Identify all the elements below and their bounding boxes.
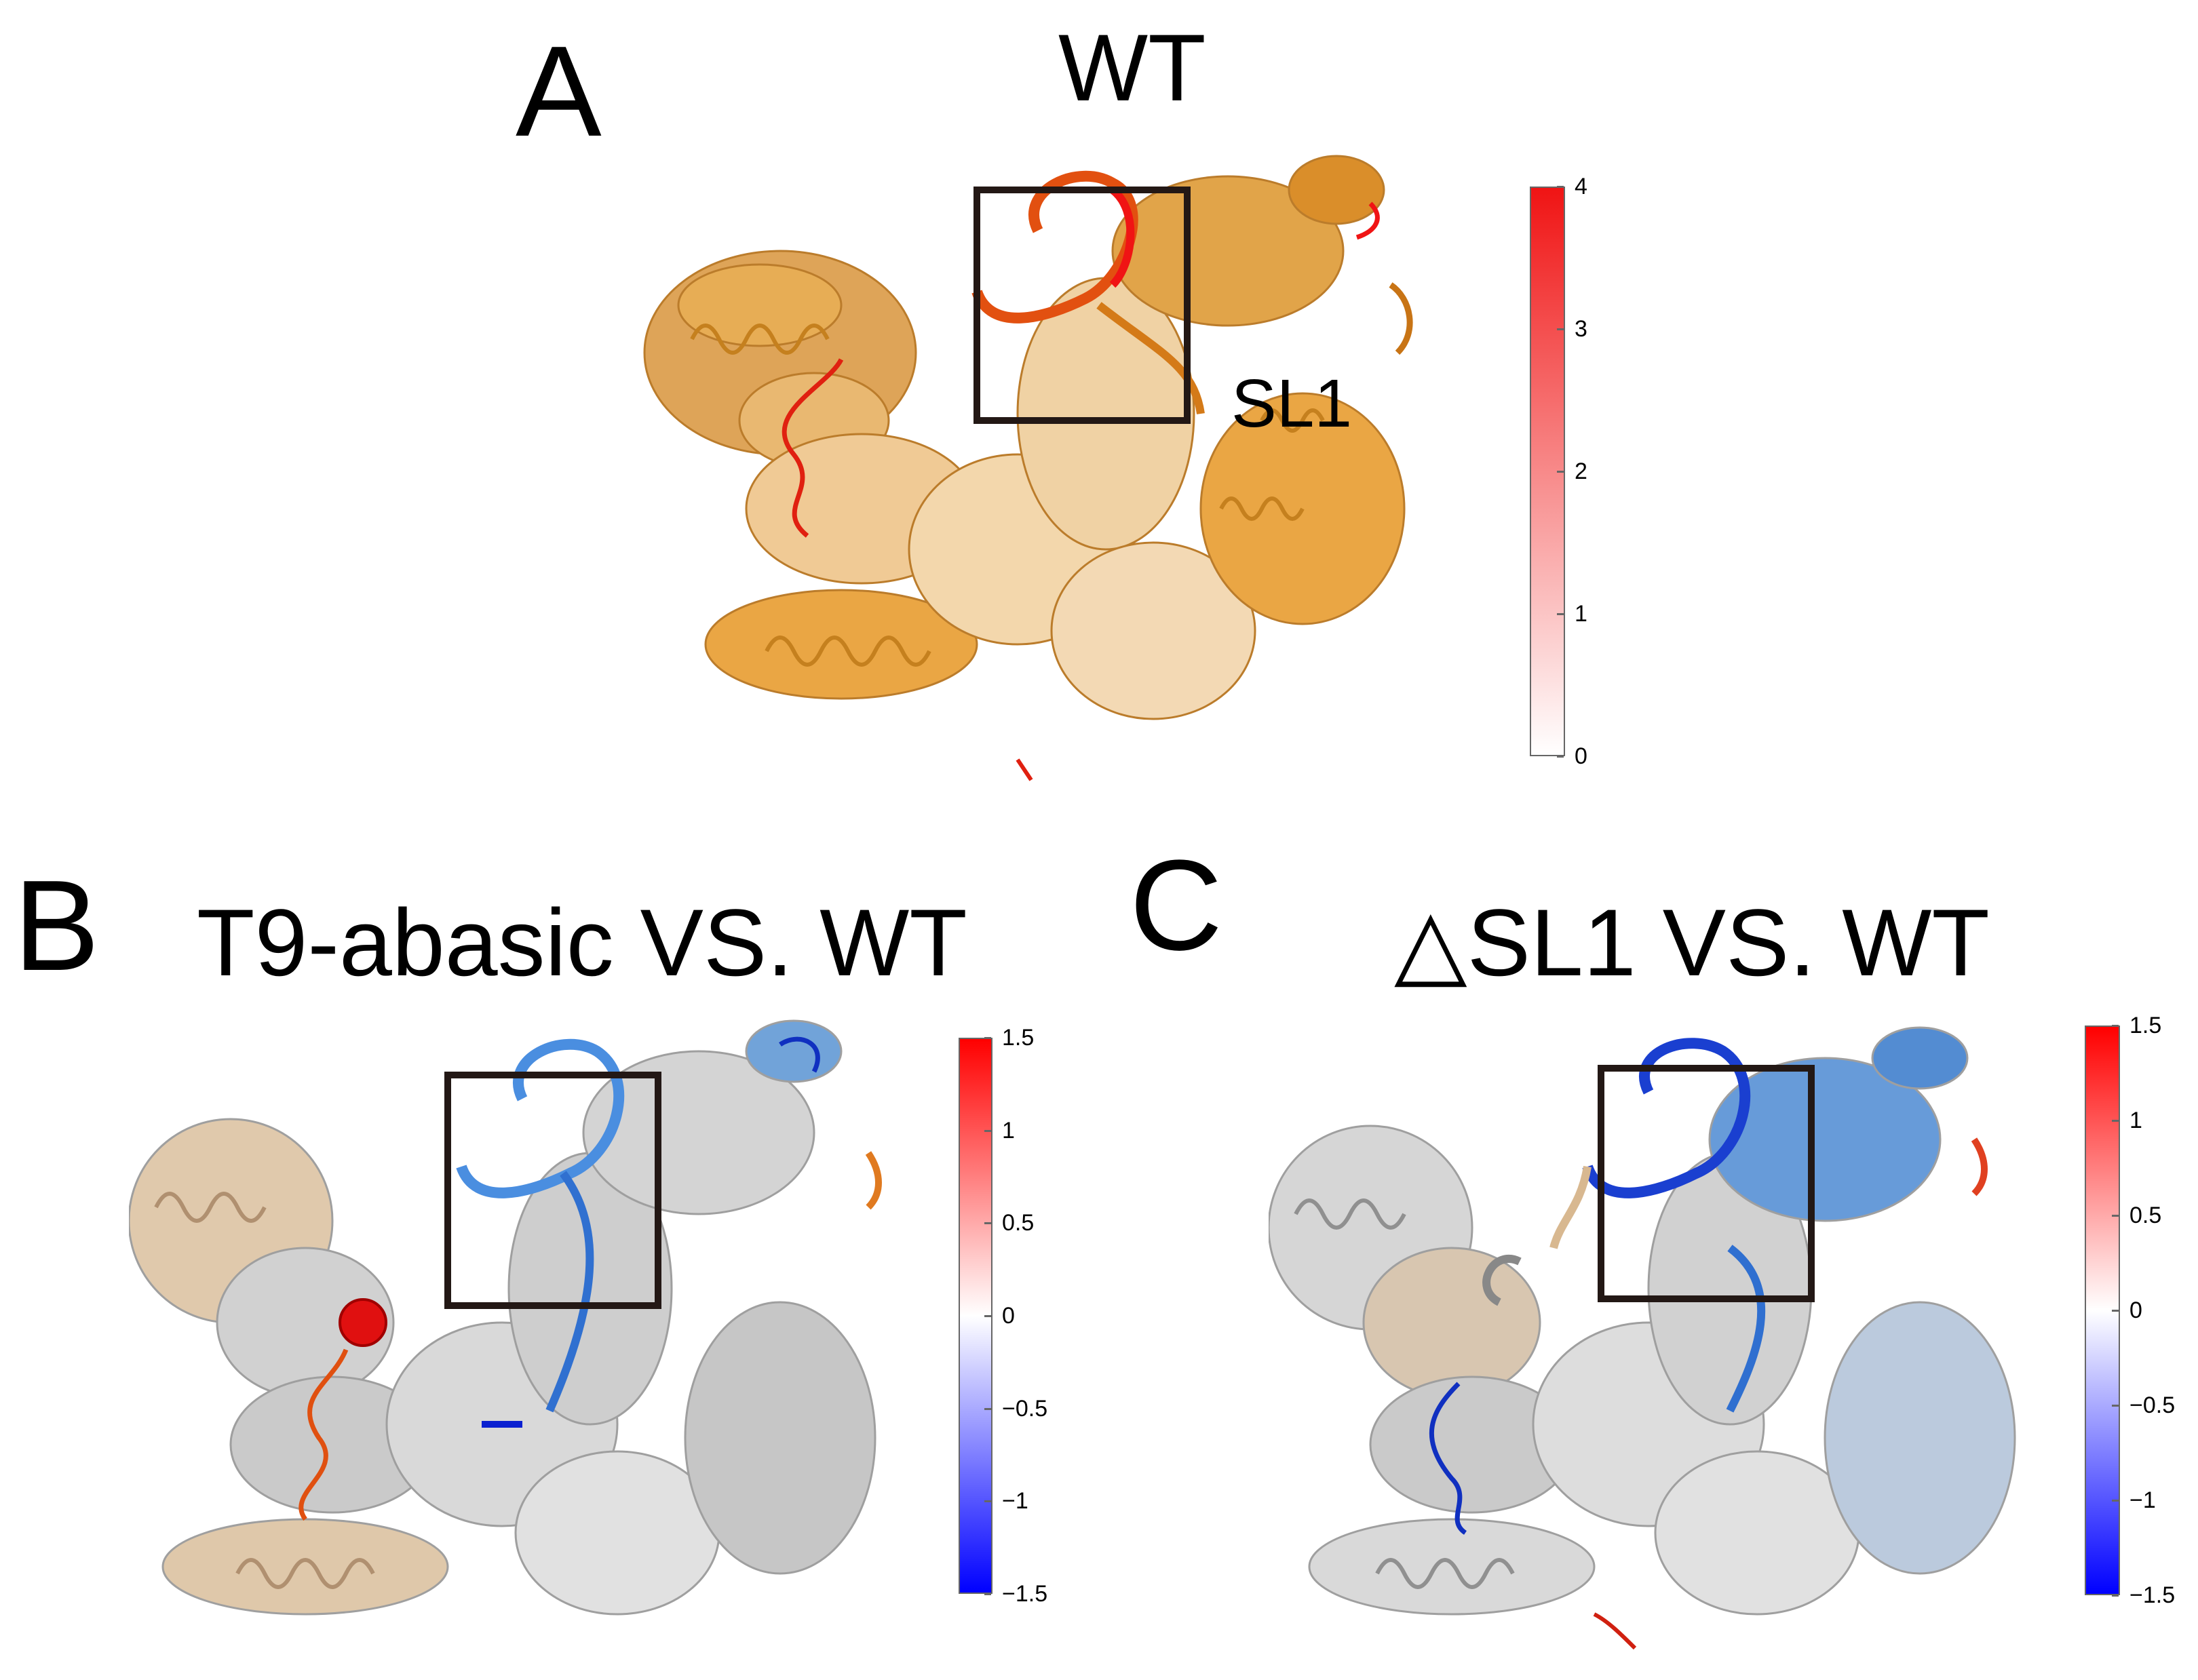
colorbar-tick-label: 2 xyxy=(1575,458,1587,484)
colorbar-tick-label: 1 xyxy=(1575,601,1587,627)
protein-structure-b xyxy=(129,1019,882,1616)
colorbar-tick-mark xyxy=(984,1593,991,1595)
selection-box-a xyxy=(973,187,1191,424)
colorbar-tick-mark xyxy=(984,1407,991,1410)
colorbar-tick-label: 1 xyxy=(2129,1108,2142,1133)
colorbar-tick-label: 0 xyxy=(1575,743,1587,769)
colorbar-tick-mark xyxy=(1557,613,1564,615)
colorbar-tick-mark xyxy=(1557,186,1564,188)
colorbar-tick-label: −1 xyxy=(1002,1488,1028,1515)
colorbar-tick-mark xyxy=(984,1315,991,1317)
colorbar-tick-label: 0 xyxy=(2129,1297,2142,1323)
colorbar-tick-label: 0.5 xyxy=(1002,1210,1035,1236)
colorbar-tick-mark xyxy=(1557,328,1564,330)
panel-title-a: WT xyxy=(1058,14,1206,121)
colorbar-tick-mark xyxy=(984,1037,991,1039)
colorbar-tick-mark xyxy=(2112,1595,2119,1597)
colorbar-tick-mark xyxy=(2112,1120,2119,1122)
colorbar-tick-label: 3 xyxy=(1575,316,1587,342)
panel-title-b: T9-abasic VS. WT xyxy=(197,889,967,996)
selection-box-b xyxy=(444,1072,661,1309)
colorbar-tick-mark xyxy=(2112,1500,2119,1502)
protein-structure-c xyxy=(1269,1026,2016,1650)
selection-box-c xyxy=(1598,1065,1815,1302)
colorbar-tick-mark xyxy=(1557,756,1564,758)
colorbar-tick-label: 1.5 xyxy=(2129,1013,2162,1038)
colorbar-tick-label: −1.5 xyxy=(1002,1581,1048,1607)
colorbar-tick-mark xyxy=(2112,1215,2119,1217)
panel-title-c: △SL1 VS. WT xyxy=(1394,889,1990,996)
colorbar-tick-mark xyxy=(984,1222,991,1225)
colorbar-tick-label: 4 xyxy=(1575,174,1587,199)
colorbar-tick-mark xyxy=(984,1500,991,1503)
colorbar-tick-label: 1.5 xyxy=(1002,1025,1035,1051)
colorbar-tick-label: −0.5 xyxy=(2129,1392,2176,1418)
panel-letter-c: C xyxy=(1130,834,1223,977)
protein-structure-a xyxy=(643,155,1413,781)
colorbar-tick-mark xyxy=(2112,1405,2119,1407)
colorbar-tick-mark xyxy=(984,1129,991,1132)
colorbar-tick-mark xyxy=(1557,471,1564,473)
colorbar-tick-label: 1 xyxy=(1002,1117,1015,1144)
colorbar-tick-label: −1 xyxy=(2129,1487,2156,1513)
colorbar-tick-label: 0.5 xyxy=(2129,1203,2162,1228)
sl1-annotation: SL1 xyxy=(1231,366,1352,442)
panel-letter-b: B xyxy=(14,854,100,998)
colorbar-tick-label: −0.5 xyxy=(1002,1395,1048,1422)
colorbar-tick-label: 0 xyxy=(1002,1303,1015,1329)
colorbar-tick-label: −1.5 xyxy=(2129,1582,2176,1608)
colorbar-tick-mark xyxy=(2112,1310,2119,1312)
colorbar-tick-mark xyxy=(2112,1025,2119,1027)
panel-letter-a: A xyxy=(516,20,602,163)
